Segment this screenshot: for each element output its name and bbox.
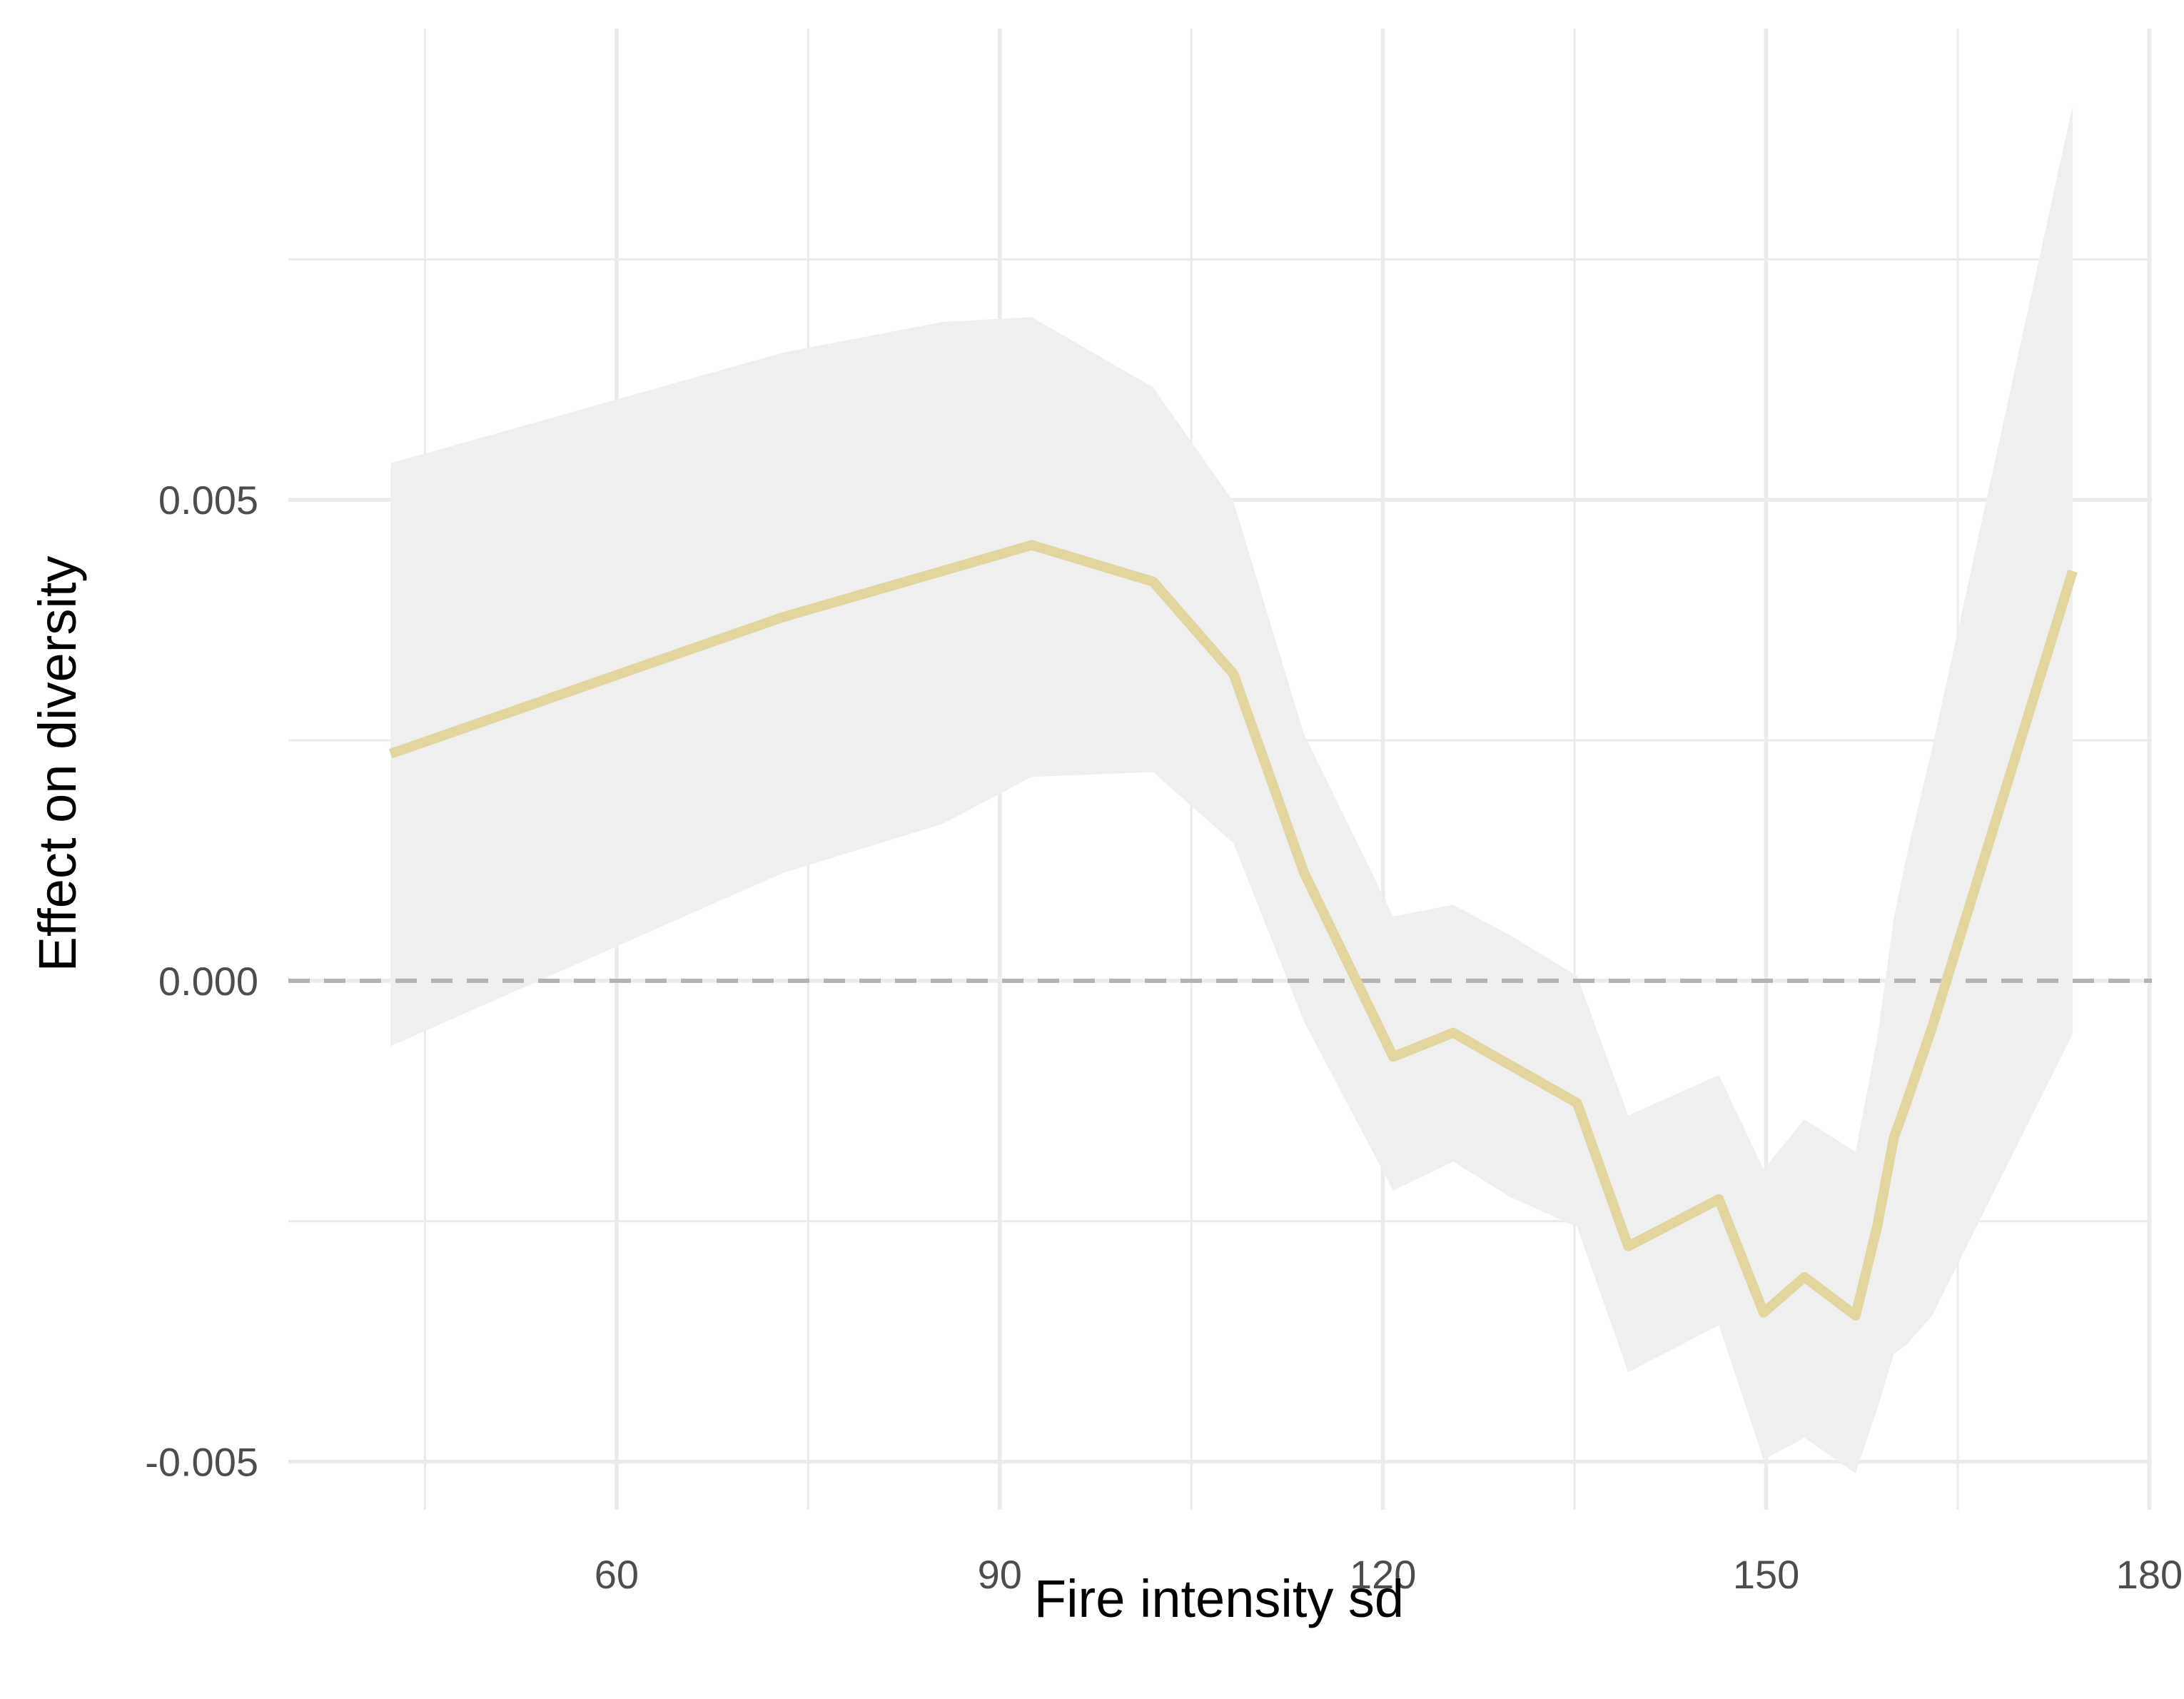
effect-line-layer (388, 540, 2078, 1321)
x-axis-title: Fire intensity sd (1034, 1569, 1404, 1628)
confidence-band-layer (390, 105, 2073, 1473)
effect-line (388, 540, 2078, 1321)
x-tick-label: 90 (978, 1552, 1022, 1597)
y-tick-label: 0.000 (158, 959, 258, 1004)
y-tick-label: 0.005 (158, 478, 258, 523)
x-tick-label: 60 (595, 1552, 639, 1597)
x-tick-label: 180 (2116, 1552, 2183, 1597)
x-tick-label: 120 (1350, 1552, 1416, 1597)
confidence-band (390, 105, 2073, 1473)
x-tick-labels: 60 90 120 150 180 (595, 1552, 2183, 1597)
x-tick-label: 150 (1733, 1552, 1799, 1597)
y-tick-labels: -0.005 0.000 0.005 (145, 478, 258, 1484)
y-axis-title: Effect on diversity (28, 556, 87, 972)
y-tick-label: -0.005 (145, 1440, 258, 1485)
